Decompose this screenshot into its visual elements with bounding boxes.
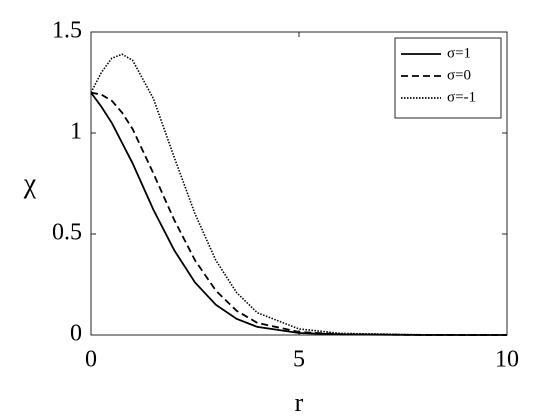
legend-box [394, 37, 502, 119]
x-tick-label: 5 [293, 347, 305, 373]
x-tick-label: 0 [85, 347, 97, 373]
line-series [90, 53, 508, 336]
legend-label: σ=0 [447, 67, 471, 83]
legend-label: σ=1 [447, 45, 471, 61]
line-series [90, 91, 507, 336]
y-axis-label: χ [23, 168, 37, 199]
legend-label: σ=-1 [447, 89, 476, 105]
y-tick-label: 1 [70, 119, 82, 145]
x-tick-label: 10 [495, 347, 519, 373]
y-tick-label: 1.5 [52, 18, 82, 44]
y-tick-label: 0 [70, 321, 82, 347]
y-tick-label: 0.5 [52, 220, 82, 246]
x-axis-label: r [295, 388, 304, 417]
